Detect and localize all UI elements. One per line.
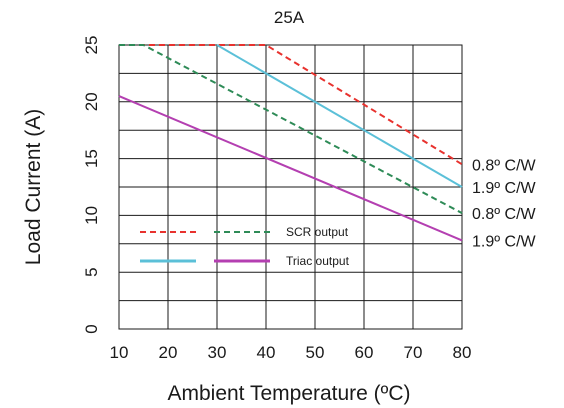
y-tick-label: 15 xyxy=(82,149,101,168)
y-tick-label: 0 xyxy=(82,324,101,333)
series-layer xyxy=(118,44,463,242)
axis-ticks: 10 20 30 40 50 60 70 80 0 5 10 15 20 25 xyxy=(82,36,471,362)
series-line xyxy=(119,44,463,214)
x-tick-label: 20 xyxy=(159,343,178,362)
legend-label: Triac output xyxy=(286,254,350,268)
plot-grid xyxy=(118,44,463,330)
x-tick-label: 30 xyxy=(208,343,227,362)
x-axis-label: Ambient Temperature (ºC) xyxy=(167,382,410,405)
series-line xyxy=(216,44,463,188)
series-line xyxy=(118,95,463,242)
x-tick-label: 10 xyxy=(110,343,129,362)
x-tick-label: 50 xyxy=(306,343,325,362)
curve-rating-label: 0.8º C/W xyxy=(472,206,537,223)
y-tick-label: 5 xyxy=(82,267,101,276)
chart-title: 25A xyxy=(274,8,305,27)
legend-label: SCR output xyxy=(286,225,349,239)
curve-rating-labels: 0.8º C/W 0.8º C/W 1.9º C/W 1.9º C/W xyxy=(472,157,537,250)
chart-legend: SCR output Triac output xyxy=(140,225,350,268)
x-tick-label: 40 xyxy=(257,343,276,362)
series-line xyxy=(119,44,463,166)
x-tick-label: 70 xyxy=(404,343,423,362)
curve-rating-label: 1.9º C/W xyxy=(472,180,537,197)
curve-rating-label: 0.8º C/W xyxy=(472,157,537,174)
y-tick-label: 20 xyxy=(82,92,101,111)
x-tick-label: 80 xyxy=(453,343,472,362)
x-tick-label: 60 xyxy=(355,343,374,362)
curve-rating-label: 1.9º C/W xyxy=(472,233,537,250)
y-axis-label: Load Current (A) xyxy=(22,109,45,265)
y-tick-label: 10 xyxy=(82,206,101,225)
y-tick-label: 25 xyxy=(82,36,101,55)
